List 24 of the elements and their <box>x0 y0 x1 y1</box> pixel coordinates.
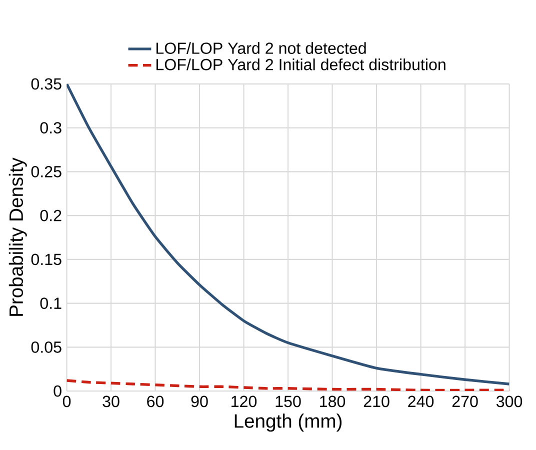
x-tick-label: 120 <box>232 396 257 408</box>
y-tick-label: 0.05 <box>31 341 62 353</box>
y-tick-label: 0 <box>54 385 62 397</box>
x-tick-label: 270 <box>452 396 478 408</box>
x-axis-title: Length (mm) <box>234 414 342 432</box>
x-tick-label: 180 <box>320 396 346 408</box>
y-tick-label: 0.25 <box>31 166 62 178</box>
y-tick-label: 0.1 <box>40 298 62 309</box>
x-tick-label: 210 <box>364 396 390 408</box>
x-tick-label: 240 <box>408 396 434 408</box>
x-tick-label: 300 <box>496 396 522 408</box>
x-tick-label: 150 <box>276 396 301 408</box>
x-tick-label: 60 <box>147 396 164 408</box>
x-tick-label: 0 <box>62 396 71 408</box>
legend-label: LOF/LOP Yard 2 not detected <box>156 42 366 54</box>
y-axis-title: Probability Density <box>8 158 27 316</box>
y-tick-label: 0.35 <box>31 78 62 90</box>
line-series <box>66 84 510 386</box>
y-tick-label: 0.3 <box>40 122 62 134</box>
legend-label: LOF/LOP Yard 2 Initial defect distribution <box>156 58 446 70</box>
y-tick-label: 0.15 <box>31 254 62 266</box>
x-tick-label: 30 <box>102 396 120 408</box>
x-tick-label: 90 <box>191 396 208 408</box>
y-tick-label: 0.2 <box>40 210 62 222</box>
